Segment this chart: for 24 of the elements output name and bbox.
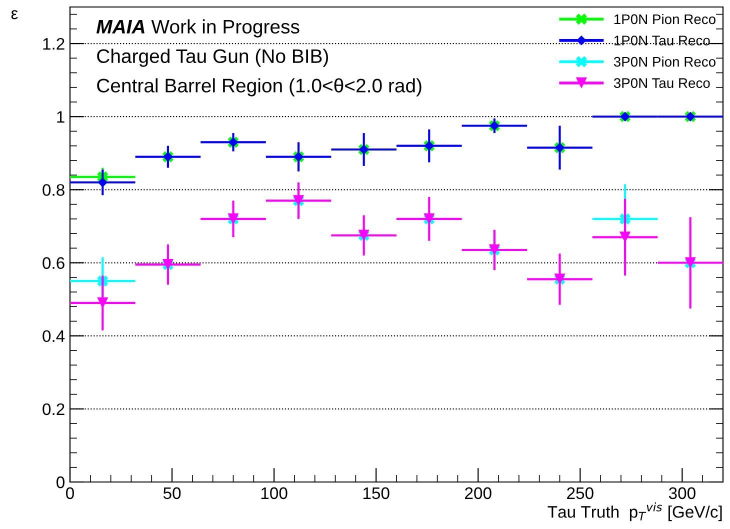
annotation: MAIA Work in Progress [96, 19, 300, 38]
y-tick-label: 1 [57, 111, 64, 123]
point [98, 177, 108, 188]
x-tick-label: 0 [66, 487, 74, 500]
y-tick-label: 0.6 [42, 257, 64, 269]
x-tick-label: 50 [163, 487, 181, 500]
annotation: Charged Tau Gun (No BIB) [97, 48, 328, 67]
x-tick-label: 150 [363, 487, 390, 500]
legend-label: 3P0N Tau Reco [614, 78, 710, 88]
legend-label: 1P0N Pion Reco [614, 14, 716, 24]
x-axis-title: Tau Truth p$_{T}$$^{vis}$ [GeV/c] [548, 502, 722, 522]
x-tick-label: 200 [465, 487, 492, 500]
x-tick-label: 250 [567, 487, 594, 500]
y-tick-label: 0.8 [42, 184, 64, 196]
y-tick-label: 0.2 [42, 403, 64, 416]
y-tick-label: 0.4 [42, 330, 65, 342]
legend-label: 3P0N Pion Reco [614, 56, 716, 67]
x-tick-label: 300 [668, 487, 696, 500]
y-axis-title: ε [11, 10, 18, 20]
legend-label: 1P0N Tau Reco [614, 36, 710, 46]
annotation: Central Barrel Region (1.0<θ<2.0 rad) [97, 78, 422, 96]
y-tick-label: 1.2 [43, 38, 64, 50]
y-tick-label: 0 [56, 476, 64, 488]
x-tick-label: 100 [261, 487, 288, 500]
